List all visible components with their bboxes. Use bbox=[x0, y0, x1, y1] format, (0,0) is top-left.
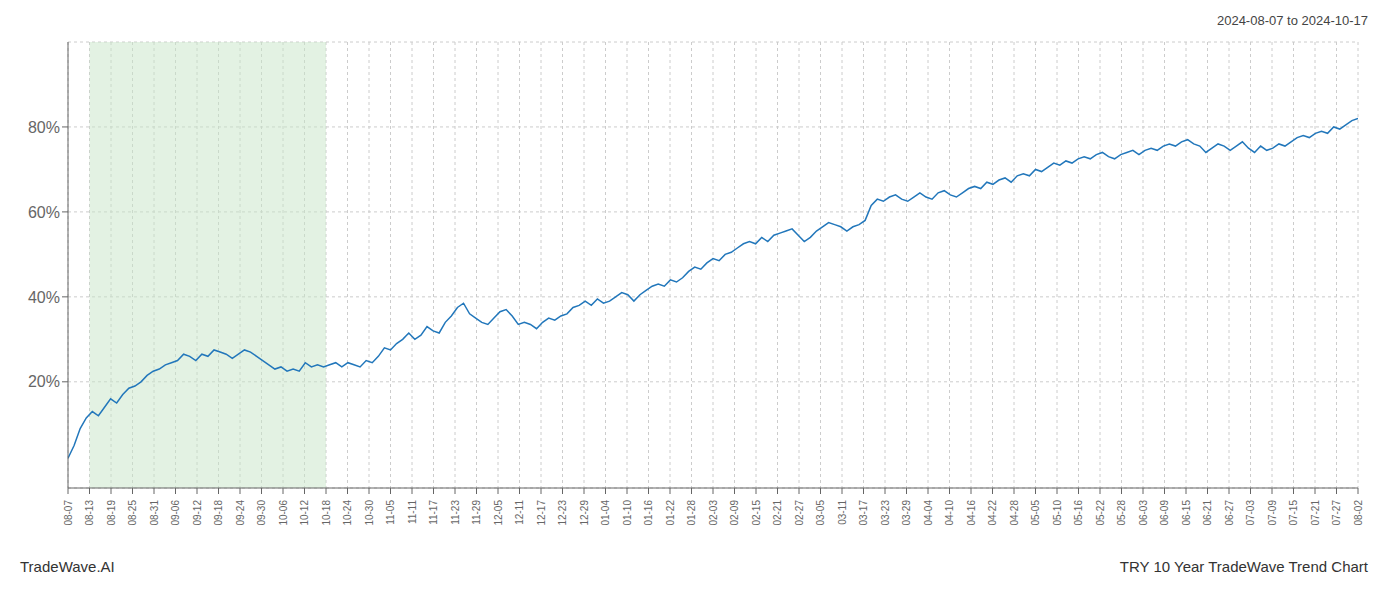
svg-text:05-28: 05-28 bbox=[1116, 500, 1127, 526]
svg-text:07-15: 07-15 bbox=[1288, 500, 1299, 526]
svg-text:04-16: 04-16 bbox=[966, 500, 977, 526]
svg-text:08-31: 08-31 bbox=[149, 500, 160, 526]
svg-text:07-09: 07-09 bbox=[1267, 500, 1278, 526]
svg-text:10-30: 10-30 bbox=[364, 500, 375, 526]
svg-text:02-03: 02-03 bbox=[708, 500, 719, 526]
svg-text:12-23: 12-23 bbox=[557, 500, 568, 526]
svg-text:80%: 80% bbox=[28, 119, 60, 136]
svg-text:01-16: 01-16 bbox=[643, 500, 654, 526]
svg-text:05-05: 05-05 bbox=[1030, 500, 1041, 526]
svg-text:06-21: 06-21 bbox=[1202, 500, 1213, 526]
svg-text:01-22: 01-22 bbox=[665, 500, 676, 526]
svg-text:07-03: 07-03 bbox=[1245, 500, 1256, 526]
svg-text:05-10: 05-10 bbox=[1052, 500, 1063, 526]
svg-text:05-22: 05-22 bbox=[1095, 500, 1106, 526]
svg-text:11-05: 11-05 bbox=[385, 500, 396, 525]
svg-text:01-28: 01-28 bbox=[686, 500, 697, 526]
svg-text:11-23: 11-23 bbox=[450, 500, 461, 525]
svg-text:10-12: 10-12 bbox=[299, 500, 310, 526]
svg-text:60%: 60% bbox=[28, 204, 60, 221]
svg-text:09-06: 09-06 bbox=[170, 500, 181, 526]
html-text:2024-08-07 to 2024-10-17: 2024-08-07 to 2024-10-17 bbox=[1216, 12, 1368, 28]
svg-text:11-29: 11-29 bbox=[471, 500, 482, 525]
svg-text:08-19: 08-19 bbox=[106, 500, 117, 526]
svg-text:06-09: 06-09 bbox=[1159, 500, 1170, 526]
svg-text:02-21: 02-21 bbox=[772, 500, 783, 526]
svg-text:06-15: 06-15 bbox=[1181, 500, 1192, 526]
svg-text:08-25: 08-25 bbox=[127, 500, 138, 526]
svg-text:11-11: 11-11 bbox=[407, 500, 418, 525]
svg-text:09-18: 09-18 bbox=[213, 500, 224, 526]
svg-text:08-07: 08-07 bbox=[63, 500, 74, 526]
svg-text:03-23: 03-23 bbox=[880, 500, 891, 526]
svg-text:10-18: 10-18 bbox=[321, 500, 332, 526]
svg-text:01-10: 01-10 bbox=[622, 500, 633, 526]
svg-text:09-12: 09-12 bbox=[192, 500, 203, 526]
svg-text:04-04: 04-04 bbox=[923, 500, 934, 526]
svg-text:12-05: 12-05 bbox=[493, 500, 504, 526]
svg-text:40%: 40% bbox=[28, 289, 60, 306]
svg-text:12-17: 12-17 bbox=[536, 500, 547, 526]
html-text:TradeWave.AI: TradeWave.AI bbox=[20, 557, 115, 575]
svg-text:11-17: 11-17 bbox=[428, 500, 439, 525]
svg-text:07-27: 07-27 bbox=[1331, 500, 1342, 526]
svg-text:03-29: 03-29 bbox=[901, 500, 912, 526]
svg-text:02-09: 02-09 bbox=[729, 500, 740, 526]
svg-text:10-24: 10-24 bbox=[342, 500, 353, 526]
svg-text:10-06: 10-06 bbox=[278, 500, 289, 526]
svg-text:01-04: 01-04 bbox=[600, 500, 611, 526]
svg-text:02-15: 02-15 bbox=[751, 500, 762, 526]
svg-text:02-27: 02-27 bbox=[794, 500, 805, 526]
svg-text:08-13: 08-13 bbox=[84, 500, 95, 526]
svg-text:12-29: 12-29 bbox=[579, 500, 590, 526]
svg-text:04-22: 04-22 bbox=[987, 500, 998, 526]
svg-text:03-17: 03-17 bbox=[858, 500, 869, 526]
svg-text:06-03: 06-03 bbox=[1138, 500, 1149, 526]
svg-text:09-24: 09-24 bbox=[235, 500, 246, 526]
html-text:TRY 10 Year TradeWave Trend Ch: TRY 10 Year TradeWave Trend Chart bbox=[1119, 557, 1368, 575]
svg-text:20%: 20% bbox=[28, 373, 60, 390]
svg-text:06-27: 06-27 bbox=[1224, 500, 1235, 526]
svg-text:08-02: 08-02 bbox=[1353, 500, 1364, 526]
svg-text:12-11: 12-11 bbox=[514, 500, 525, 525]
svg-text:05-16: 05-16 bbox=[1073, 500, 1084, 526]
svg-text:04-10: 04-10 bbox=[944, 500, 955, 526]
svg-text:04-28: 04-28 bbox=[1009, 500, 1020, 526]
svg-text:03-05: 03-05 bbox=[815, 500, 826, 526]
svg-text:03-11: 03-11 bbox=[837, 500, 848, 525]
svg-text:07-21: 07-21 bbox=[1310, 500, 1321, 526]
svg-text:09-30: 09-30 bbox=[256, 500, 267, 526]
